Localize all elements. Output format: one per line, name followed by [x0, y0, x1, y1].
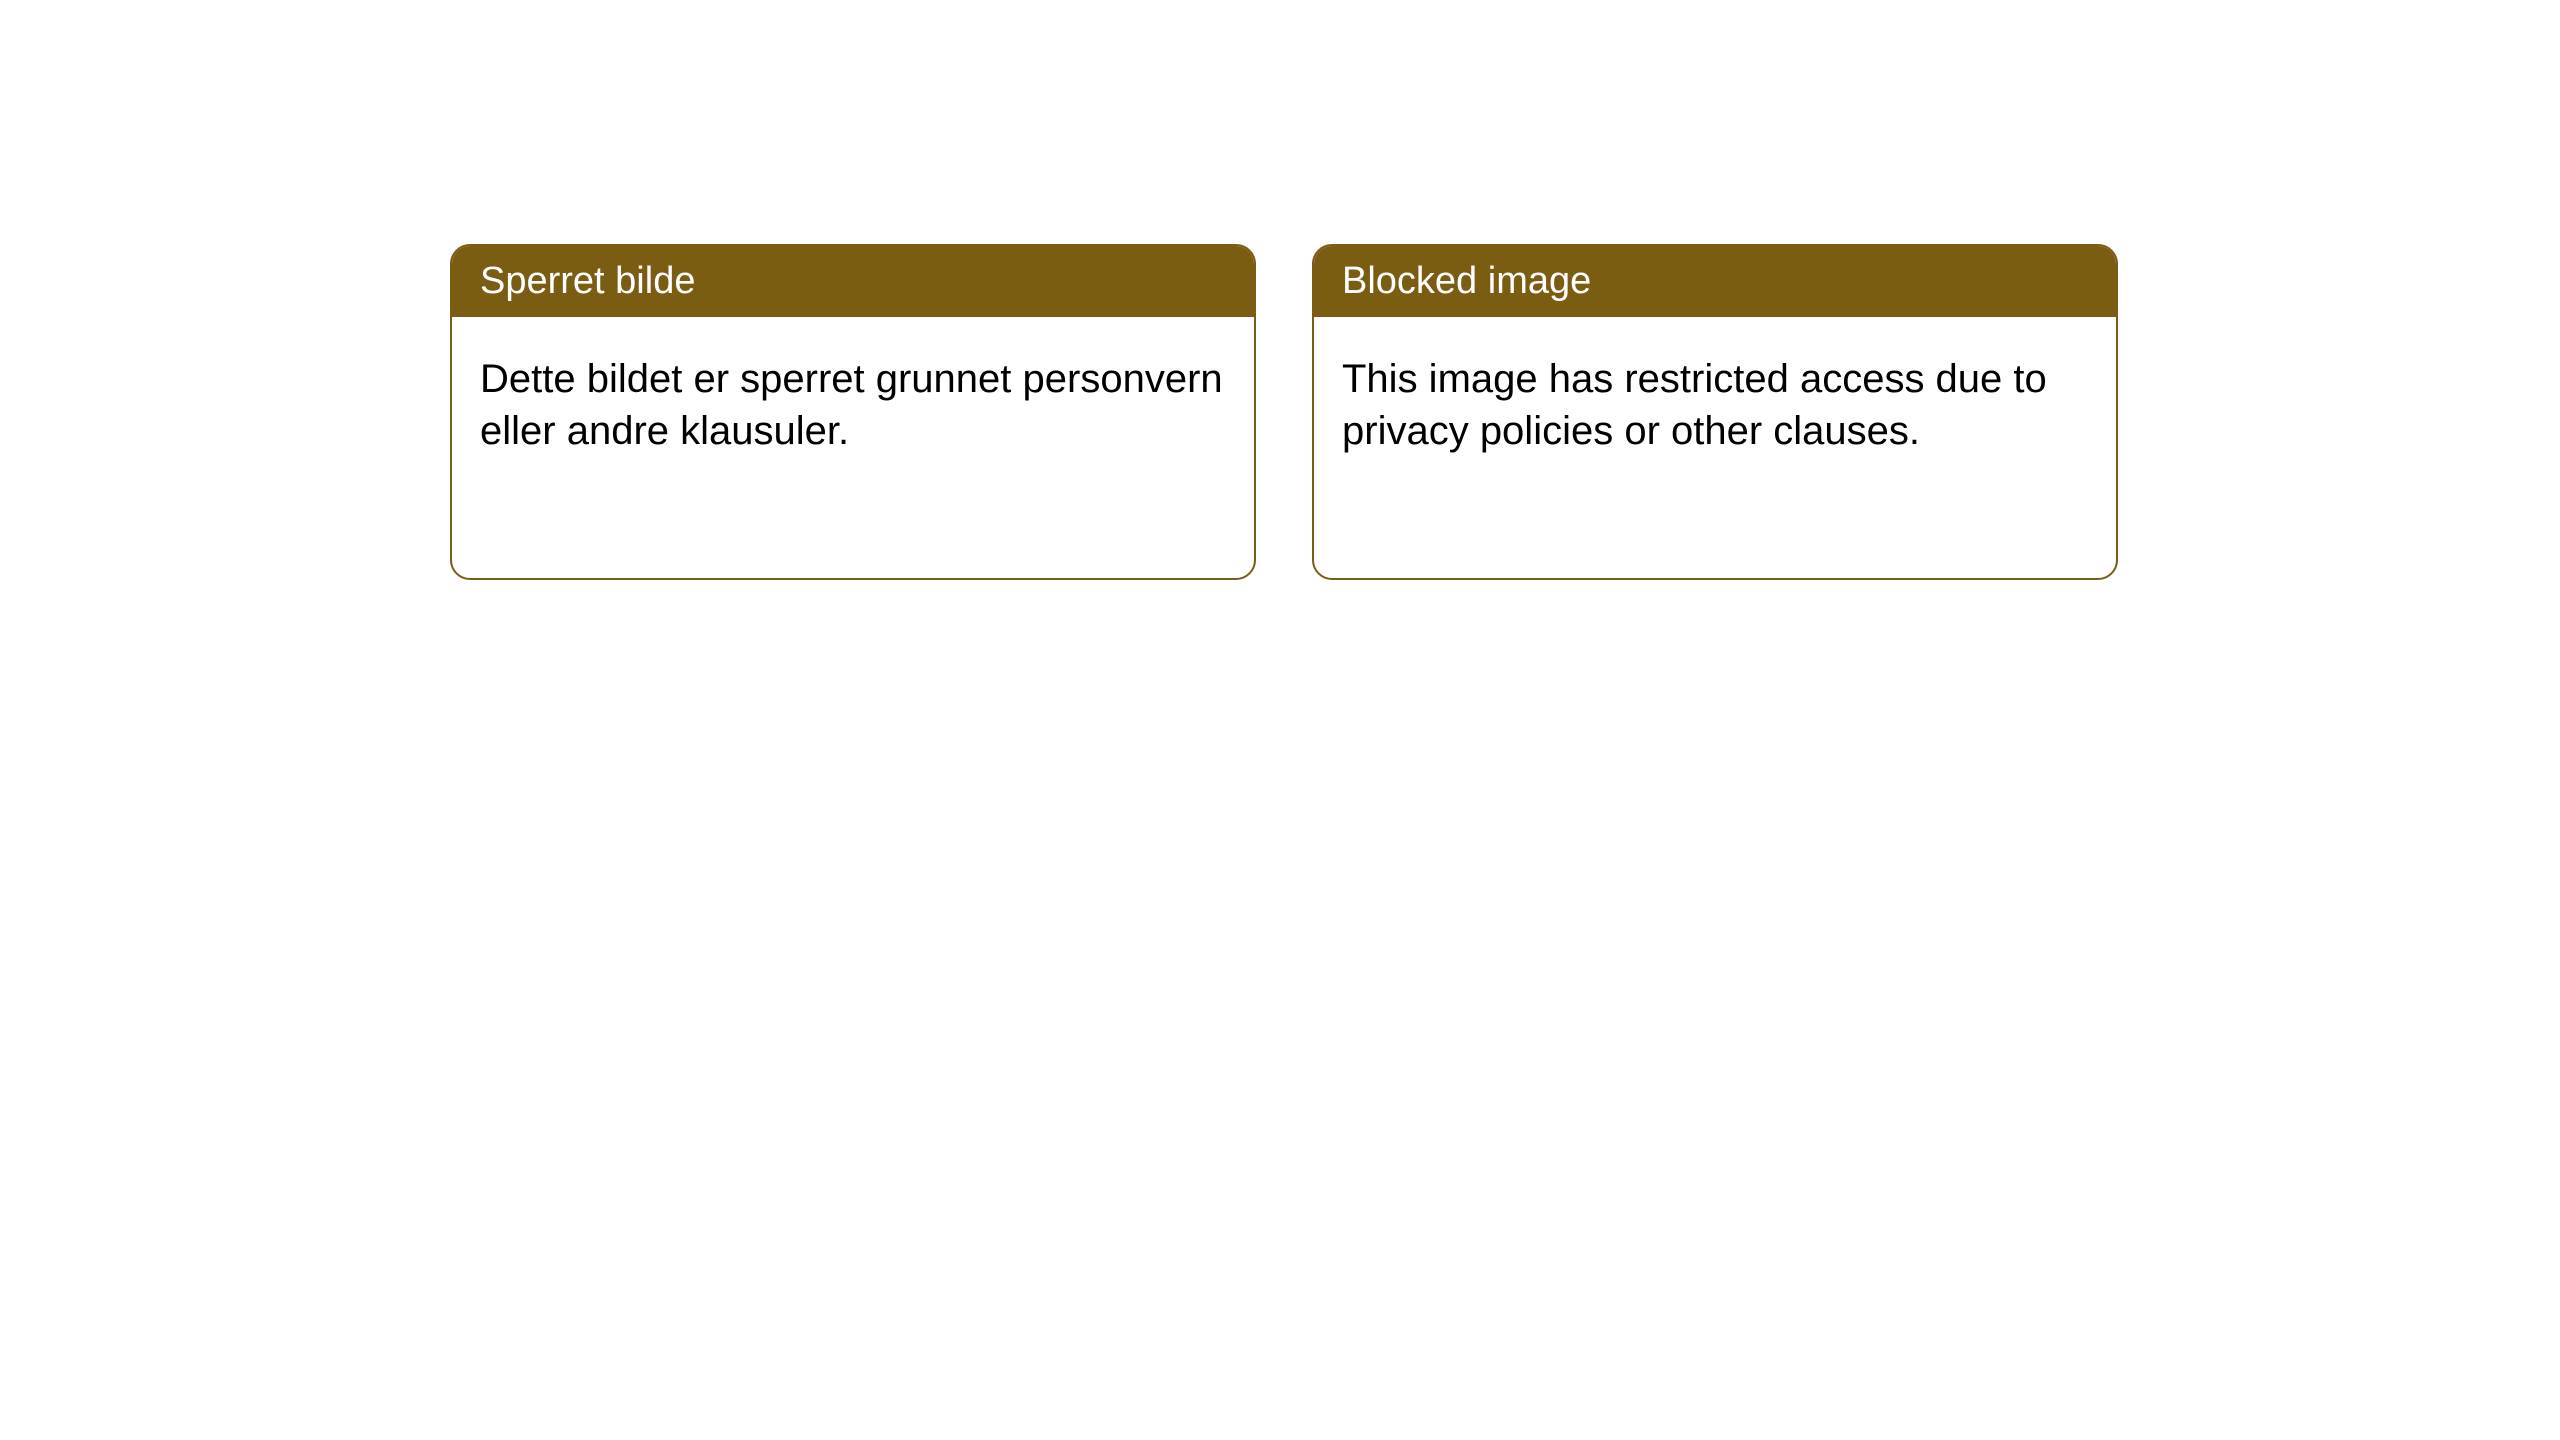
card-body: Dette bildet er sperret grunnet personve…	[452, 317, 1254, 493]
card-title: Blocked image	[1342, 260, 1591, 302]
card-body: This image has restricted access due to …	[1314, 317, 2116, 493]
card-header: Blocked image	[1314, 246, 2116, 317]
card-title: Sperret bilde	[480, 260, 695, 302]
notice-card-norwegian: Sperret bilde Dette bildet er sperret gr…	[450, 244, 1256, 580]
card-body-text: Dette bildet er sperret grunnet personve…	[480, 357, 1223, 453]
card-body-text: This image has restricted access due to …	[1342, 357, 2047, 453]
notice-container: Sperret bilde Dette bildet er sperret gr…	[0, 0, 2560, 580]
notice-card-english: Blocked image This image has restricted …	[1312, 244, 2118, 580]
card-header: Sperret bilde	[452, 246, 1254, 317]
